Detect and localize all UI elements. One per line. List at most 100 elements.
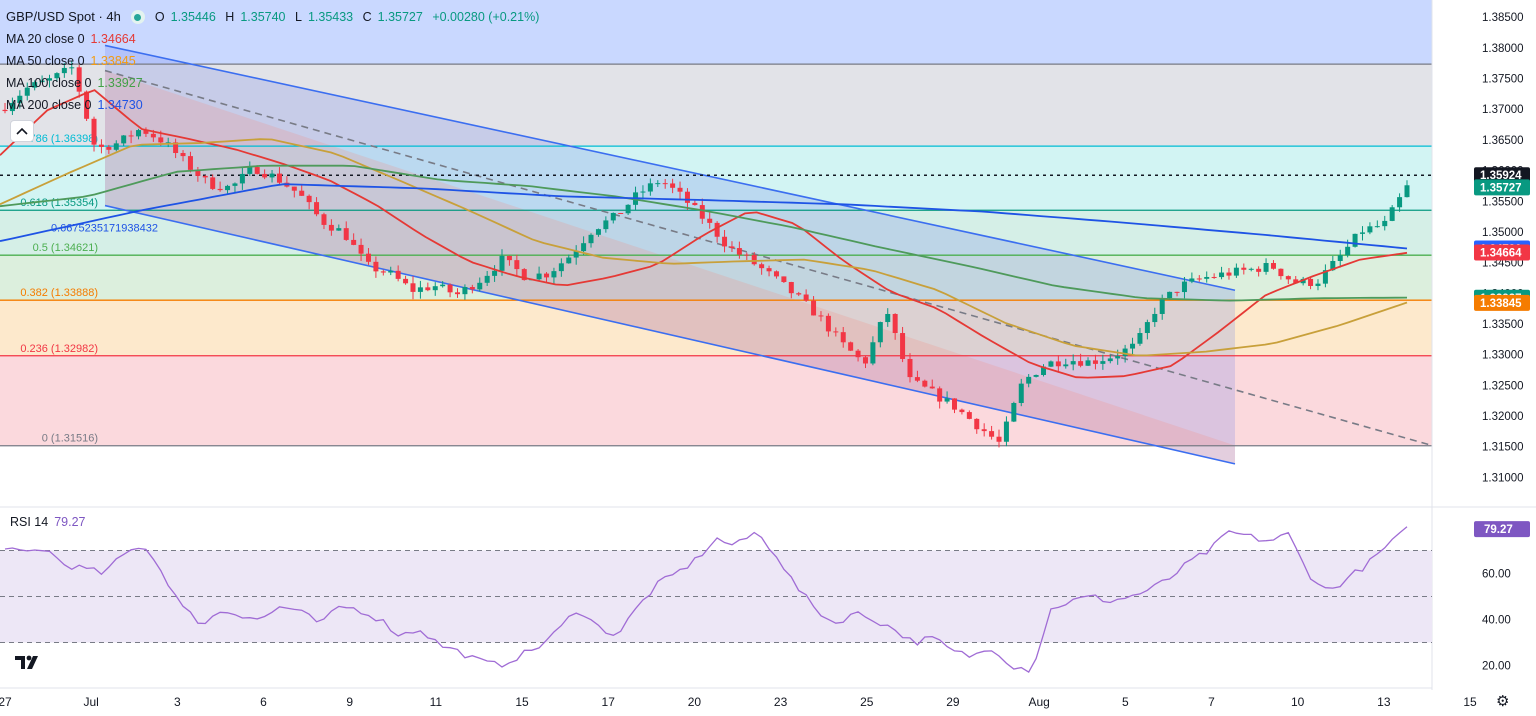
- candle-body: [1041, 366, 1047, 375]
- candle-body: [1219, 272, 1225, 278]
- candle-body: [417, 287, 423, 292]
- time-label-3: 6: [260, 695, 267, 709]
- time-label-5: 11: [430, 695, 443, 709]
- candle-body: [373, 261, 379, 272]
- price-tag-1: [1474, 179, 1530, 196]
- candle-body: [1167, 291, 1173, 299]
- candle-body: [306, 195, 312, 203]
- candle-body: [581, 243, 587, 252]
- candle-body: [625, 204, 631, 214]
- open-key: O: [154, 10, 165, 24]
- candle-body: [1315, 283, 1321, 286]
- candle-body: [254, 167, 260, 174]
- candle-body: [803, 294, 809, 301]
- candle-body: [684, 191, 690, 203]
- time-label-11: 29: [946, 695, 960, 709]
- candle-body: [343, 228, 349, 240]
- symbol-title[interactable]: GBP/USD Spot · 4h: [6, 9, 121, 24]
- candle-body: [84, 91, 90, 119]
- candle-body: [492, 270, 498, 276]
- candle-body: [662, 183, 668, 185]
- candle-body: [380, 271, 386, 273]
- fib-label-1: 0.618 (1.35354): [20, 197, 98, 209]
- rsi-tick-0: 60.00: [1482, 568, 1511, 580]
- candle-body: [469, 287, 475, 290]
- candle-body: [299, 190, 305, 196]
- candle-body: [2, 109, 8, 112]
- gear-icon[interactable]: ⚙: [1496, 693, 1510, 710]
- price-tag-text-3: 1.34664: [1480, 248, 1522, 260]
- candle-body: [1322, 270, 1328, 284]
- fib-label-2: 0.5 (1.34621): [33, 242, 98, 254]
- candle-body: [113, 143, 119, 150]
- candle-body: [1144, 322, 1150, 334]
- candle-body: [1033, 374, 1039, 377]
- tradingview-logo-icon[interactable]: [12, 650, 42, 674]
- candle-body: [1352, 233, 1358, 247]
- rsi-value-tag: [1474, 521, 1530, 538]
- candle-body: [477, 282, 483, 290]
- symbol-row: GBP/USD Spot · 4h O 1.35446 H 1.35740 L 1.3…: [6, 6, 545, 28]
- candle-body: [1337, 255, 1343, 261]
- ma20-legend[interactable]: MA 20 close 0 1.34664: [6, 28, 545, 50]
- candle-body: [1367, 226, 1373, 233]
- candle-body: [1270, 263, 1276, 269]
- ma50-legend[interactable]: MA 50 close 0 1.33845: [6, 50, 545, 72]
- price-tick-10: 1.33500: [1482, 319, 1524, 331]
- time-label-1: Jul: [84, 695, 99, 709]
- ma200-label: MA 200 close 0: [6, 98, 92, 112]
- candle-body: [269, 173, 275, 178]
- fib-zone-0382: [0, 300, 1432, 356]
- rsi-legend[interactable]: RSI 14 79.27: [10, 515, 86, 529]
- candle-body: [1211, 276, 1217, 278]
- candle-body: [432, 286, 438, 291]
- candle-body: [544, 273, 550, 278]
- candle-body: [1159, 298, 1165, 314]
- candle-body: [314, 202, 320, 215]
- candle-body: [143, 130, 149, 134]
- candle-body: [818, 315, 824, 317]
- candle-body: [536, 273, 542, 280]
- candle-body: [239, 173, 245, 184]
- ma100-line: [0, 164, 1408, 302]
- time-label-7: 17: [602, 695, 616, 709]
- rsi-tick-2: 20.00: [1482, 661, 1511, 673]
- legend-collapse-button[interactable]: [10, 120, 34, 142]
- candle-body: [981, 429, 987, 432]
- candle-body: [1330, 260, 1336, 271]
- candle-body: [121, 135, 127, 144]
- time-label-15: 10: [1291, 695, 1305, 709]
- candle-body: [1078, 361, 1084, 366]
- candle-body: [996, 436, 1002, 442]
- price-tick-13: 1.32000: [1482, 411, 1524, 423]
- fib-zone-top: [0, 0, 1432, 65]
- ma200-legend[interactable]: MA 200 close 0 1.34730: [6, 94, 545, 116]
- candle-body: [781, 276, 787, 283]
- candle-body: [9, 102, 15, 112]
- candle-body: [1130, 343, 1136, 349]
- ma100-legend[interactable]: MA 100 close 0 1.33927: [6, 72, 545, 94]
- candle-body: [788, 282, 794, 294]
- candle-body: [966, 412, 972, 419]
- candle-body: [165, 142, 171, 144]
- candle-body: [796, 293, 802, 295]
- candle-body: [811, 300, 817, 316]
- candle-body: [618, 212, 624, 214]
- candle-body: [1100, 361, 1106, 364]
- candle-body: [707, 218, 713, 223]
- candle-body: [1070, 361, 1076, 365]
- candle-body: [425, 287, 431, 291]
- ma50-value: 1.33845: [90, 54, 136, 68]
- candle-body: [699, 205, 705, 219]
- candle-body: [944, 398, 950, 402]
- candle-body: [54, 73, 60, 79]
- candle-body: [1115, 356, 1121, 359]
- candle-body: [1122, 348, 1128, 357]
- price-tick-4: 1.36500: [1482, 135, 1524, 147]
- candle-body: [17, 95, 23, 103]
- time-label-13: 5: [1122, 695, 1129, 709]
- rsi-value-tag-text: 79.27: [1484, 524, 1513, 536]
- candle-body: [855, 350, 861, 358]
